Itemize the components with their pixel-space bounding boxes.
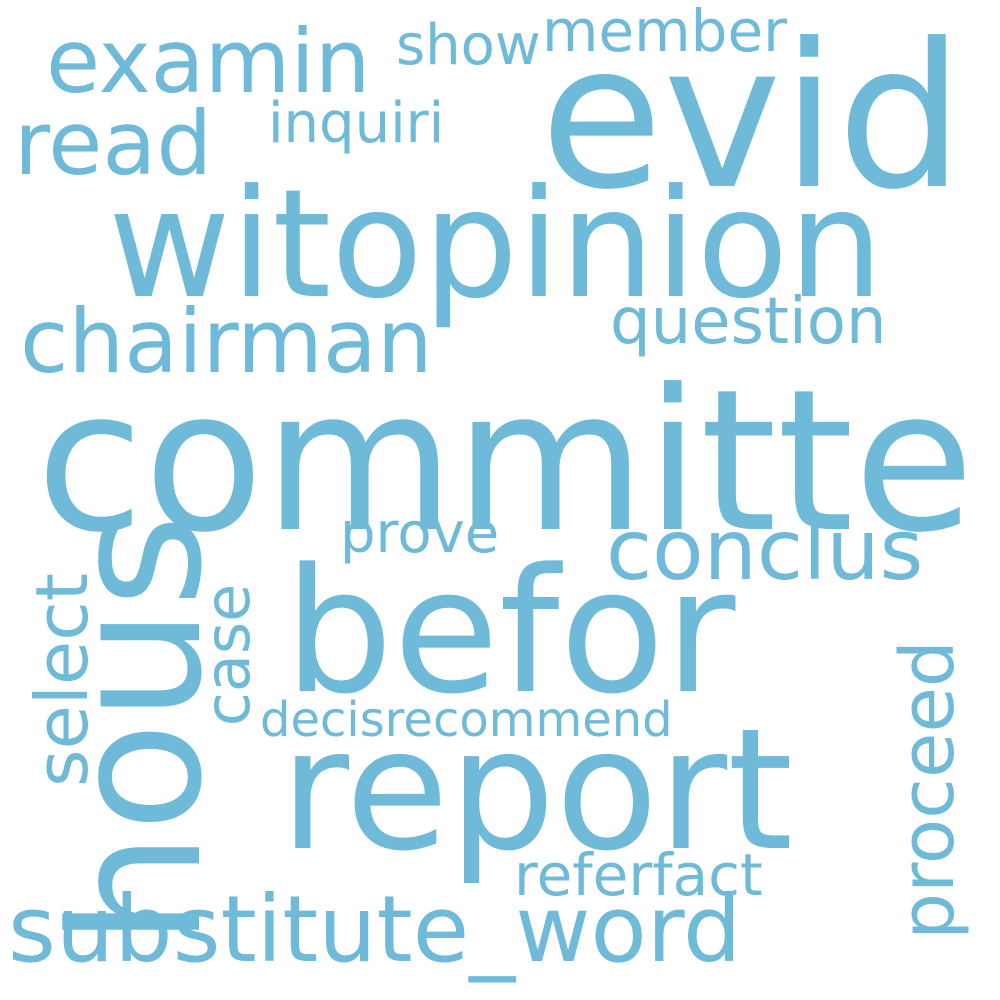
word-member: member: [542, 0, 788, 65]
word-proceed: proceed: [885, 640, 971, 940]
word-inquiri: inquiri: [268, 91, 445, 156]
word-substitute_word: substitute_word: [8, 876, 742, 983]
word-chairman: chairman: [20, 290, 433, 393]
word-befor: befor: [284, 531, 736, 732]
word-read: read: [14, 92, 213, 195]
word-referfact: referfact: [514, 841, 763, 909]
word-report: report: [280, 692, 794, 888]
word-decisrecommend: decisrecommend: [260, 692, 673, 748]
word-case: case: [191, 583, 264, 727]
word-show: show: [396, 13, 541, 78]
word-evid: evid: [540, 1, 964, 234]
word-select: select: [20, 573, 104, 787]
word-committe: committe: [36, 348, 975, 576]
word-question: question: [610, 285, 887, 359]
word-prove: prove: [340, 501, 500, 566]
word-witopinion: witopinion: [108, 158, 884, 332]
word-conclus: conclus: [606, 501, 924, 599]
word-examin: examin: [46, 10, 371, 113]
